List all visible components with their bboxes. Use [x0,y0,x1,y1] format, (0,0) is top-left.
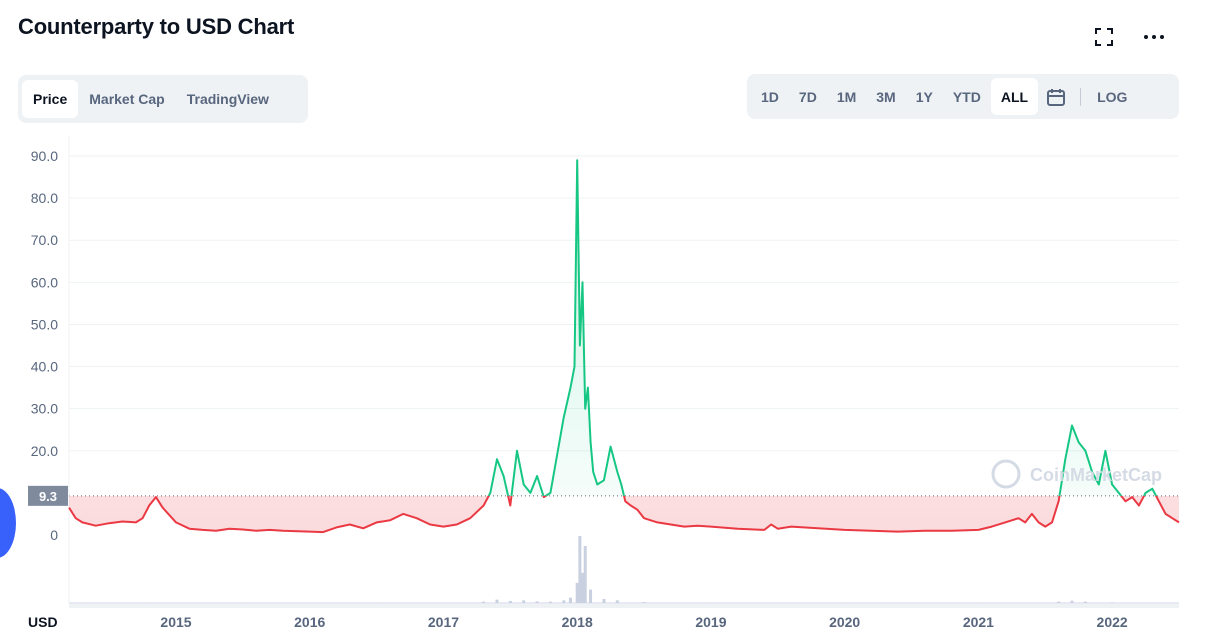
x-tick-label: 2017 [428,614,459,630]
range-1y[interactable]: 1Y [915,88,933,105]
volume-bar [548,601,552,603]
range-all[interactable]: ALL [990,78,1039,115]
reference-price-tag [28,485,68,506]
side-widget-badge[interactable] [0,488,16,558]
volume-bar [569,597,573,603]
x-tick-label: 2019 [695,614,726,630]
expand-icon [1095,28,1113,46]
x-tick-label: 2018 [562,614,593,630]
date-picker-button[interactable] [1038,78,1074,115]
y-tick-label: 80.0 [31,190,58,206]
x-tick-label: 2021 [963,614,994,630]
x-tick-label: 2016 [294,614,325,630]
range-1m[interactable]: 1M [836,88,857,105]
y-tick-label: 50.0 [31,316,58,332]
volume-bar [1110,602,1114,603]
range-7d[interactable]: 7D [798,88,817,105]
range-3m[interactable]: 3M [876,88,896,105]
price-line-down [68,495,1180,534]
reference-price-label: 9.3 [39,489,57,504]
x-tick-label: 2020 [829,614,860,630]
volume-bar [522,600,526,603]
tab-price[interactable]: Price [22,80,79,118]
volume-bar [615,600,619,603]
fullscreen-button[interactable] [1091,24,1117,50]
volume-bar [578,536,582,603]
more-horizontal-icon [1144,35,1164,39]
y-tick-label: 90.0 [31,148,58,164]
calendar-icon [1047,88,1066,106]
volume-bar [535,601,539,603]
range-divider [1080,87,1082,106]
x-tick-label: 2022 [1097,614,1128,630]
tab-tradingview[interactable]: TradingView [186,91,269,107]
y-tick-label: 30.0 [31,401,58,417]
volume-bar [495,599,499,603]
volume-bar [583,546,587,603]
volume-bar [602,598,606,603]
watermark-text: CoinMarketCap [1030,465,1162,485]
watermark-logo-icon [991,459,1021,489]
volume-bar [581,572,585,603]
volume-bar [575,582,579,603]
y-tick-label: 60.0 [31,274,58,290]
more-options-button[interactable] [1141,24,1167,50]
currency-label: USD [28,614,58,630]
y-tick-label: 70.0 [31,232,58,248]
range-1d[interactable]: 1D [761,88,779,105]
y-tick-label: 40.0 [31,359,58,375]
y-tick-label: 0 [50,527,58,543]
page-title: Counterparty to USD Chart [18,14,295,39]
range-scrollbar[interactable] [69,604,1179,608]
volume-bar [589,589,593,603]
tab-market-cap[interactable]: Market Cap [89,91,165,107]
volume-bar [508,600,512,603]
x-tick-label: 2015 [160,614,191,630]
price-line-up [487,159,1158,496]
log-scale-toggle[interactable]: LOG [1097,88,1128,105]
price-area-up [488,160,1157,496]
volume-bar [642,601,646,603]
chart-type-tabs: Price Market Cap TradingView [18,75,308,123]
range-ytd[interactable]: YTD [952,88,981,105]
time-range-selector: 1D 7D 1M 3M 1Y YTD ALL LOG [747,74,1179,119]
price-area-down [69,495,1179,533]
volume-bar [562,600,566,603]
volume-bar [1070,600,1074,603]
volume-bar [1057,601,1061,603]
volume-bar [1083,601,1087,603]
volume-bar [482,601,486,603]
y-tick-label: 20.0 [31,443,58,459]
